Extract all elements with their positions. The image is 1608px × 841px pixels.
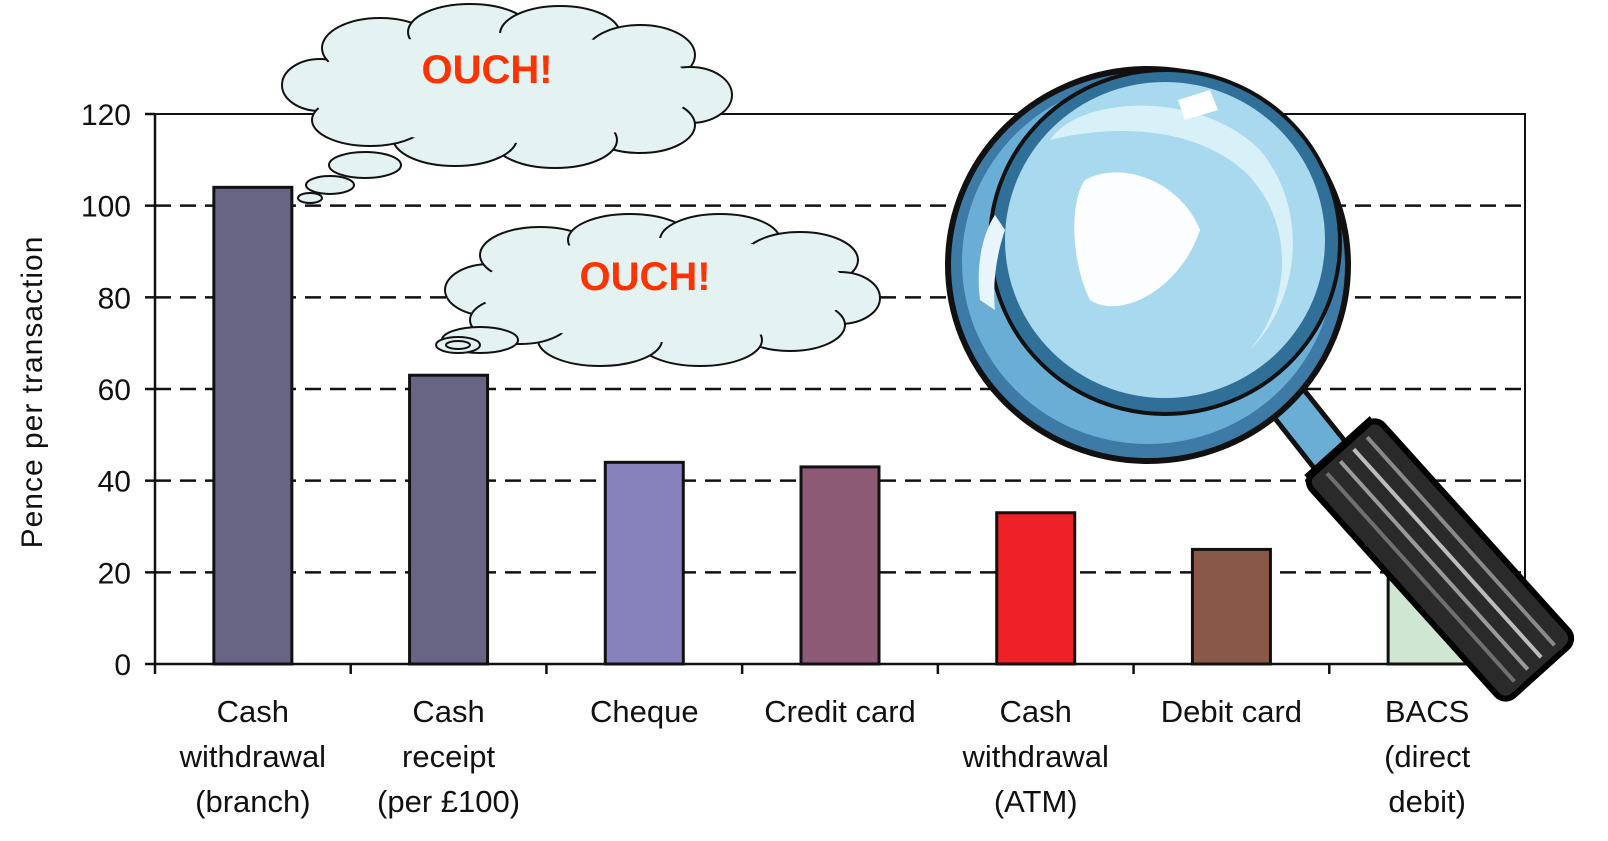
ouch-text-1: OUCH! bbox=[421, 48, 552, 92]
category-label-line: Cash bbox=[1000, 694, 1072, 729]
category-label: Cheque bbox=[590, 694, 699, 729]
y-axis-title: Pence per transaction bbox=[16, 236, 49, 549]
bar bbox=[995, 511, 1077, 666]
category-label-line: (direct bbox=[1384, 739, 1471, 774]
bar bbox=[212, 185, 294, 666]
category-label-line: withdrawal bbox=[961, 739, 1108, 774]
category-label: BACS (direct debit) bbox=[1384, 694, 1471, 819]
bar bbox=[799, 465, 881, 666]
y-tick-labels: 0 20 40 60 80 100 120 bbox=[81, 99, 131, 682]
category-label-line: (ATM) bbox=[994, 784, 1078, 819]
bars bbox=[212, 185, 1468, 666]
axes bbox=[145, 112, 1527, 674]
category-label-line: withdrawal bbox=[179, 739, 326, 774]
x-category-labels: Cash withdrawal (branch) Cash receipt (per £1… bbox=[179, 694, 1471, 819]
y-tick-label: 0 bbox=[114, 649, 131, 682]
category-label-line: (per £100) bbox=[377, 784, 520, 819]
category-label: Cash withdrawal (branch) bbox=[179, 694, 326, 819]
category-label-line: debit) bbox=[1388, 784, 1466, 819]
category-label-line: receipt bbox=[402, 739, 495, 774]
bar bbox=[1190, 547, 1272, 666]
ouch-text-2: OUCH! bbox=[579, 255, 710, 299]
magnifying-glass-icon bbox=[945, 66, 1575, 702]
category-label: Cash withdrawal (ATM) bbox=[961, 694, 1108, 819]
y-tick-label: 40 bbox=[98, 466, 131, 499]
category-label-line: Cash bbox=[412, 694, 484, 729]
category-label-line: Debit card bbox=[1161, 694, 1302, 729]
category-label: Debit card bbox=[1161, 694, 1302, 729]
bar bbox=[603, 460, 685, 666]
category-label-line: BACS bbox=[1385, 694, 1469, 729]
thought-bubble-2: OUCH! bbox=[435, 213, 881, 367]
category-label-line: (branch) bbox=[195, 784, 310, 819]
category-label-line: Credit card bbox=[764, 694, 916, 729]
category-label-line: Cash bbox=[217, 694, 289, 729]
bar bbox=[408, 373, 490, 666]
y-tick-label: 80 bbox=[98, 282, 131, 315]
y-tick-label: 20 bbox=[98, 557, 131, 590]
y-tick-label: 120 bbox=[81, 99, 131, 132]
thought-bubble-1: OUCH! bbox=[281, 3, 733, 204]
y-tick-label: 100 bbox=[81, 191, 131, 224]
category-label-line: Cheque bbox=[590, 694, 699, 729]
y-tick-label: 60 bbox=[98, 374, 131, 407]
category-label: Credit card bbox=[764, 694, 916, 729]
category-label: Cash receipt (per £100) bbox=[377, 694, 520, 819]
